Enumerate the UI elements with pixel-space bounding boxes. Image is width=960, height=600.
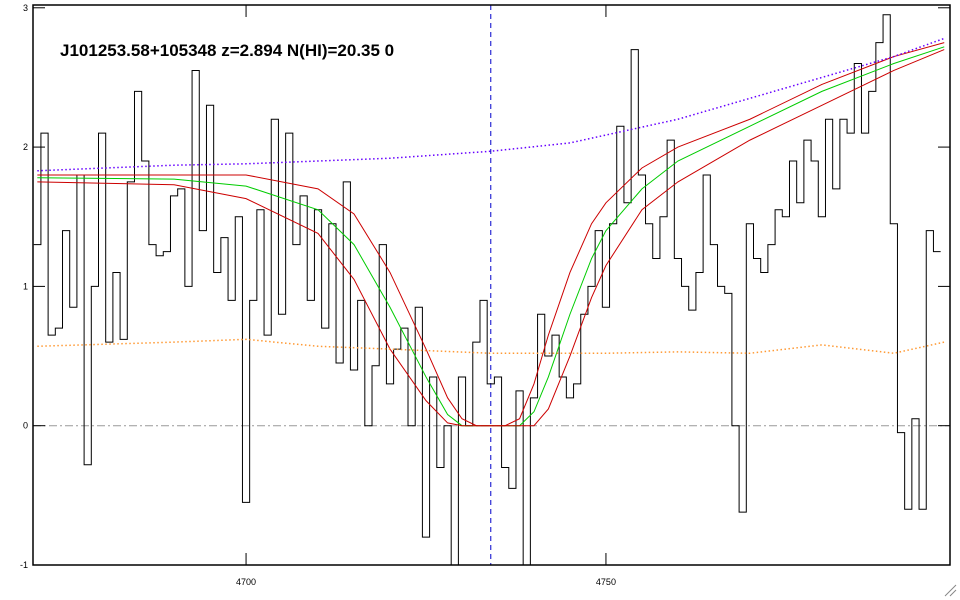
chart-title: J101253.58+105348 z=2.894 N(HI)=20.35 0 [60, 41, 394, 60]
y-tick-label: 1 [23, 281, 28, 291]
resize-grip [944, 584, 957, 597]
model-line [37, 338, 945, 355]
model-line [37, 42, 945, 427]
model-line [37, 46, 945, 427]
x-tick-label: 4750 [596, 577, 616, 587]
model-line [37, 49, 945, 427]
y-tick-label: -1 [20, 560, 28, 570]
flux-spectrum [33, 14, 941, 565]
y-tick-label: 2 [23, 142, 28, 152]
x-tick-label: 4700 [236, 577, 256, 587]
y-tick-label: 0 [23, 421, 28, 431]
y-tick-label: 3 [23, 3, 28, 13]
plot-area [33, 5, 950, 565]
plot-frame [32, 4, 951, 566]
model-line [37, 37, 945, 172]
